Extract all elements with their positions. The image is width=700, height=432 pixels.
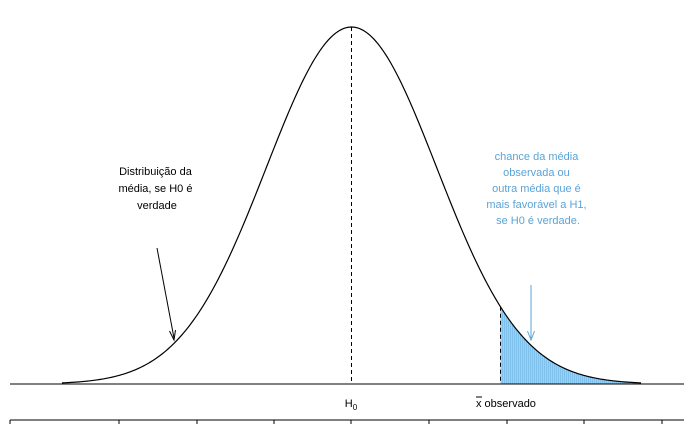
xbar-rest: observado	[482, 398, 536, 410]
left-arrow-head	[169, 329, 176, 342]
h0-subscript: 0	[353, 403, 358, 412]
h0-letter: H	[345, 398, 353, 410]
left-annotation-line-3: verdade	[137, 200, 177, 212]
h0-tick-label: H0	[345, 398, 358, 412]
xbar-tick-label: x observado	[476, 398, 536, 410]
left-arrow-shaft	[156, 247, 175, 339]
right-arrow-head	[527, 330, 535, 342]
shaded-tail-area	[500, 306, 641, 384]
right-annotation-line-5: se H0 é verdade.	[496, 215, 580, 227]
left-annotation: Distribuição da média, se H0 é verdade	[118, 166, 195, 212]
left-annotation-line-1: Distribuição da	[119, 166, 193, 178]
right-annotation-line-2: observada ou	[503, 167, 570, 179]
right-annotation-line-1: chance da média	[495, 151, 580, 163]
xbar-symbol: x	[476, 398, 482, 410]
right-annotation-line-4: mais favorável a H1,	[486, 199, 586, 211]
right-annotation: chance da média observada ou outra média…	[486, 151, 589, 227]
right-annotation-line-3: outra média que é	[492, 183, 581, 195]
x-axis-ticks	[9, 420, 663, 424]
left-annotation-line-2: média, se H0 é	[118, 183, 192, 195]
